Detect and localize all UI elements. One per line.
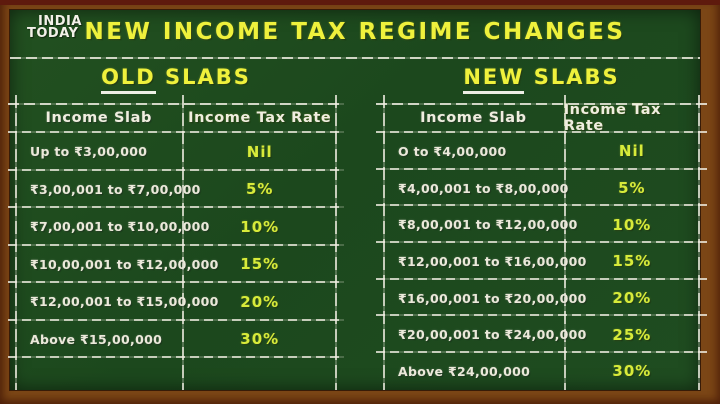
new-slabs-heading-rest: SLABS [533, 65, 620, 89]
tax-rate-cell: 20% [240, 292, 280, 311]
old-slabs-heading-underlined-word: OLD [101, 65, 156, 94]
new-table-header-row: Income Slab Income Tax Rate [376, 102, 707, 134]
income-slab-cell: ₹7,00,001 to ₹10,00,000 [30, 219, 210, 235]
table-row: Above ₹24,00,000 30% [383, 353, 700, 390]
tax-rate-cell: 30% [240, 330, 280, 349]
income-slab-cell: ₹8,00,001 to ₹12,00,000 [398, 217, 578, 233]
income-slab-cell: ₹3,00,001 to ₹7,00,000 [30, 181, 201, 197]
tax-rate-cell: 20% [612, 289, 652, 308]
tax-rate-cell: 10% [240, 217, 280, 236]
title-divider-line [10, 57, 700, 59]
income-slab-cell: ₹10,00,001 to ₹12,00,000 [30, 256, 219, 272]
old-table-top-border [8, 103, 344, 105]
table-row: Above ₹15,00,000 30% [8, 321, 344, 359]
income-slab-cell: ₹20,00,001 to ₹24,00,000 [398, 327, 587, 343]
new-table-top-border [376, 103, 707, 105]
old-slabs-heading: OLD SLABS [15, 65, 337, 94]
old-table-left-border [15, 95, 17, 390]
tax-rate-cell: Nil [246, 142, 273, 161]
income-slab-cell: O to ₹4,00,000 [398, 143, 507, 159]
table-row: ₹10,00,001 to ₹12,00,000 15% [8, 246, 344, 284]
tax-rate-cell: 25% [612, 325, 652, 344]
table-row: Up to ₹3,00,000 Nil [8, 133, 344, 171]
table-row: ₹8,00,001 to ₹12,00,000 10% [376, 206, 707, 243]
new-column-header-rate: Income Tax Rate [563, 102, 662, 134]
tax-rate-cell: 5% [618, 179, 646, 198]
page-title: NEW INCOME TAX REGIME CHANGES [84, 19, 626, 45]
old-slabs-heading-rest: SLABS [165, 65, 251, 89]
income-slab-cell: ₹12,00,001 to ₹16,00,000 [398, 253, 587, 269]
logo-line-1: INDIA [38, 14, 82, 29]
income-slab-cell: ₹12,00,001 to ₹15,00,000 [30, 294, 219, 310]
income-slab-cell: Above ₹15,00,000 [30, 331, 163, 347]
table-row: O to ₹4,00,000 Nil [376, 133, 707, 170]
table-row: ₹3,00,001 to ₹7,00,000 5% [8, 171, 344, 209]
old-table-column-divider [182, 95, 185, 390]
income-slab-cell: ₹4,00,001 to ₹8,00,000 [398, 180, 569, 196]
new-slabs-table: Income Slab Income Tax Rate O to ₹4,00,0… [376, 95, 707, 390]
india-today-logo: INDIA TODAY [27, 14, 82, 41]
table-row: ₹16,00,001 to ₹20,00,000 20% [376, 280, 707, 317]
old-slabs-table: Income Slab Income Tax Rate Up to ₹3,00,… [8, 95, 344, 390]
tax-rate-cell: 10% [612, 215, 652, 234]
tax-rate-cell: 30% [612, 362, 652, 381]
tax-rate-cell: 15% [612, 252, 652, 271]
new-slabs-heading-underlined-word: NEW [463, 65, 525, 94]
tax-rate-cell: Nil [618, 142, 645, 161]
tax-rate-cell: 5% [245, 180, 274, 199]
old-column-header-slab: Income Slab [45, 110, 152, 126]
table-row: ₹12,00,001 to ₹15,00,000 20% [8, 283, 344, 321]
old-table-header-row: Income Slab Income Tax Rate [8, 103, 344, 133]
table-row: ₹7,00,001 to ₹10,00,000 10% [8, 208, 344, 246]
table-row: ₹20,00,001 to ₹24,00,000 25% [376, 316, 707, 353]
new-slabs-heading: NEW SLABS [383, 65, 700, 94]
chalkboard: INDIA TODAY NEW INCOME TAX REGIME CHANGE… [8, 10, 707, 390]
old-table-empty-area [15, 358, 337, 390]
income-slab-cell: Above ₹24,00,000 [398, 363, 531, 379]
old-column-header-rate: Income Tax Rate [188, 110, 332, 126]
new-column-header-slab: Income Slab [420, 110, 527, 126]
old-table-right-border [335, 95, 337, 390]
logo-line-2: TODAY [27, 26, 79, 41]
table-row: ₹12,00,001 to ₹16,00,000 15% [376, 243, 707, 280]
income-slab-cell: ₹16,00,001 to ₹20,00,000 [398, 290, 587, 306]
income-slab-cell: Up to ₹3,00,000 [30, 144, 148, 160]
tax-rate-cell: 15% [240, 255, 280, 274]
table-row: ₹4,00,001 to ₹8,00,000 5% [376, 170, 707, 207]
